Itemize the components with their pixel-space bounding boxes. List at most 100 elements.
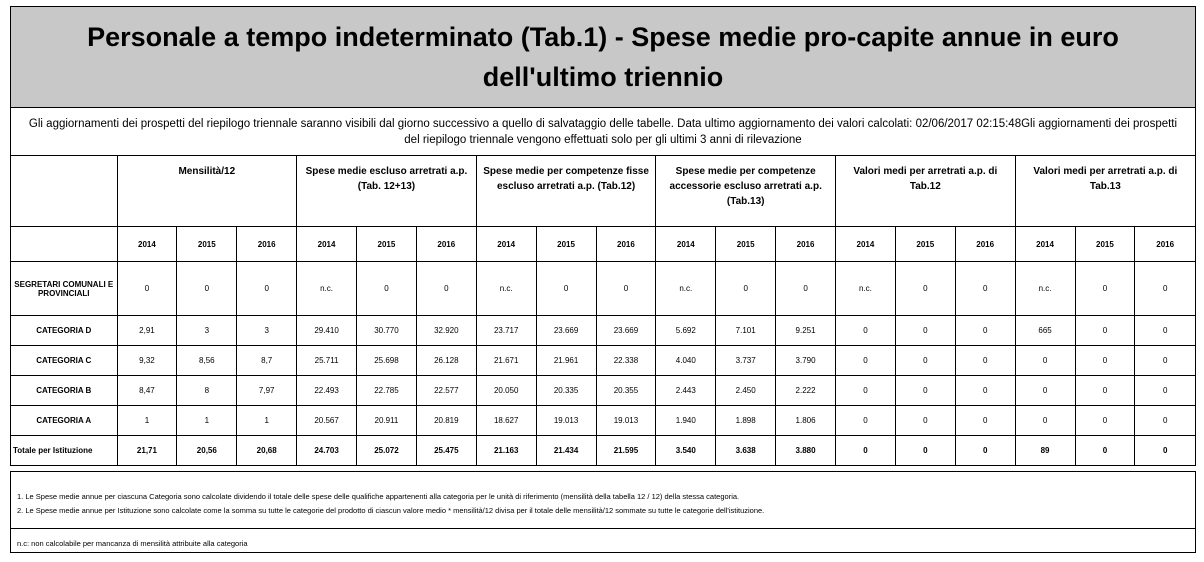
- value-cell: 23.669: [595, 315, 657, 346]
- value-cell: 4.040: [655, 345, 717, 376]
- nc-note: n.c: non calcolabile per mancanza di men…: [17, 539, 248, 548]
- value-cell: 23.669: [535, 315, 597, 346]
- year-header: 2016: [236, 226, 298, 262]
- year-header: 2015: [356, 226, 417, 262]
- year-header: 2015: [1074, 226, 1136, 262]
- row-label: SEGRETARI COMUNALI E PROVINCIALI: [11, 261, 118, 316]
- group-header: Spese medie per competenze accessorie es…: [655, 156, 836, 227]
- value-cell: 1: [176, 405, 238, 436]
- value-cell: 1.806: [775, 405, 836, 436]
- value-cell: 8,56: [176, 345, 238, 376]
- year-header: 2014: [1014, 226, 1076, 262]
- year-header: 2015: [176, 226, 238, 262]
- value-cell: 22.338: [595, 345, 657, 376]
- footnote: 1. Le Spese medie annue per ciascuna Cat…: [17, 492, 740, 501]
- value-cell: 19.013: [535, 405, 597, 436]
- value-cell: 0: [894, 315, 956, 346]
- row-label: CATEGORIA B: [11, 375, 118, 406]
- value-cell: 2.450: [715, 375, 777, 406]
- year-header: 2015: [894, 226, 956, 262]
- value-cell: 9,32: [116, 345, 178, 376]
- value-cell: 30.770: [356, 315, 417, 346]
- value-cell: 0: [595, 261, 657, 316]
- value-cell: 665: [1014, 315, 1076, 346]
- year-header: 2014: [655, 226, 717, 262]
- year-header: 2015: [535, 226, 597, 262]
- value-cell: 20,56: [176, 435, 238, 465]
- value-cell: 0: [116, 261, 178, 316]
- footnote: 2. Le Spese medie annue per Istituzione …: [17, 506, 765, 515]
- value-cell: 0: [535, 261, 597, 316]
- value-cell: 21.434: [535, 435, 597, 465]
- value-cell: 9.251: [775, 315, 836, 346]
- year-header: 2016: [1134, 226, 1195, 262]
- value-cell: 21.595: [595, 435, 657, 465]
- corner-cell: [11, 156, 118, 227]
- value-cell: 21.163: [475, 435, 537, 465]
- value-cell: 2.443: [655, 375, 717, 406]
- value-cell: 1.898: [715, 405, 777, 436]
- table-row: SEGRETARI COMUNALI E PROVINCIALI 0 0 0 n.c. 0…: [11, 261, 1195, 316]
- value-cell: n.c.: [1014, 261, 1076, 316]
- year-header: 2014: [116, 226, 178, 262]
- value-cell: 20.567: [296, 405, 357, 436]
- value-cell: 3: [176, 315, 238, 346]
- value-cell: 32.920: [415, 315, 477, 346]
- value-cell: 25.072: [356, 435, 417, 465]
- row-label: Totale per Istituzione: [11, 435, 118, 465]
- year-header: 2016: [954, 226, 1016, 262]
- value-cell: 0: [715, 261, 777, 316]
- value-cell: 0: [835, 315, 896, 346]
- value-cell: 0: [1134, 375, 1195, 406]
- value-cell: 2,91: [116, 315, 178, 346]
- value-cell: 0: [415, 261, 477, 316]
- table-row: CATEGORIA B 8,47 8 7,97 22.493 22.785 22.577 20…: [11, 375, 1195, 406]
- empty-cell: [11, 226, 118, 262]
- update-info: Gli aggiornamenti dei prospetti del riep…: [11, 108, 1195, 156]
- value-cell: 5.692: [655, 315, 717, 346]
- value-cell: 25.698: [356, 345, 417, 376]
- value-cell: 1.940: [655, 405, 717, 436]
- footnotes: 1. Le Spese medie annue per ciascuna Cat…: [10, 471, 1196, 553]
- table-row: CATEGORIA A 1 1 1 20.567 20.911 20.819 18.627 19…: [11, 405, 1195, 436]
- value-cell: 0: [1014, 375, 1076, 406]
- value-cell: 21.671: [475, 345, 537, 376]
- value-cell: n.c.: [835, 261, 896, 316]
- report-table: Personale a tempo indeterminato (Tab.1) …: [10, 6, 1196, 466]
- value-cell: 29.410: [296, 315, 357, 346]
- value-cell: 8,47: [116, 375, 178, 406]
- table-row: CATEGORIA C 9,32 8,56 8,7 25.711 25.698 26.128…: [11, 345, 1195, 376]
- value-cell: 22.785: [356, 375, 417, 406]
- value-cell: 0: [1134, 261, 1195, 316]
- value-cell: 0: [1014, 345, 1076, 376]
- value-cell: 0: [894, 375, 956, 406]
- value-cell: 24.703: [296, 435, 357, 465]
- year-header: 2016: [415, 226, 477, 262]
- value-cell: 0: [1134, 315, 1195, 346]
- group-header: Valori medi per arretrati a.p. di Tab.13: [1014, 156, 1195, 227]
- value-cell: 20.335: [535, 375, 597, 406]
- value-cell: 0: [1074, 315, 1136, 346]
- year-header: 2014: [475, 226, 537, 262]
- value-cell: 20,68: [236, 435, 298, 465]
- value-cell: 20.819: [415, 405, 477, 436]
- year-header: 2015: [715, 226, 777, 262]
- value-cell: 19.013: [595, 405, 657, 436]
- value-cell: 1: [116, 405, 178, 436]
- value-cell: n.c.: [655, 261, 717, 316]
- value-cell: 0: [835, 405, 896, 436]
- value-cell: 0: [894, 345, 956, 376]
- value-cell: 0: [835, 345, 896, 376]
- value-cell: 0: [954, 375, 1016, 406]
- row-label: CATEGORIA D: [11, 315, 118, 346]
- value-cell: 0: [775, 261, 836, 316]
- value-cell: 8,7: [236, 345, 298, 376]
- value-cell: 89: [1014, 435, 1076, 465]
- value-cell: 0: [954, 435, 1016, 465]
- value-cell: 0: [1014, 405, 1076, 436]
- value-cell: 0: [1074, 345, 1136, 376]
- value-cell: 0: [176, 261, 238, 316]
- value-cell: 3: [236, 315, 298, 346]
- value-cell: 22.577: [415, 375, 477, 406]
- value-cell: 3.790: [775, 345, 836, 376]
